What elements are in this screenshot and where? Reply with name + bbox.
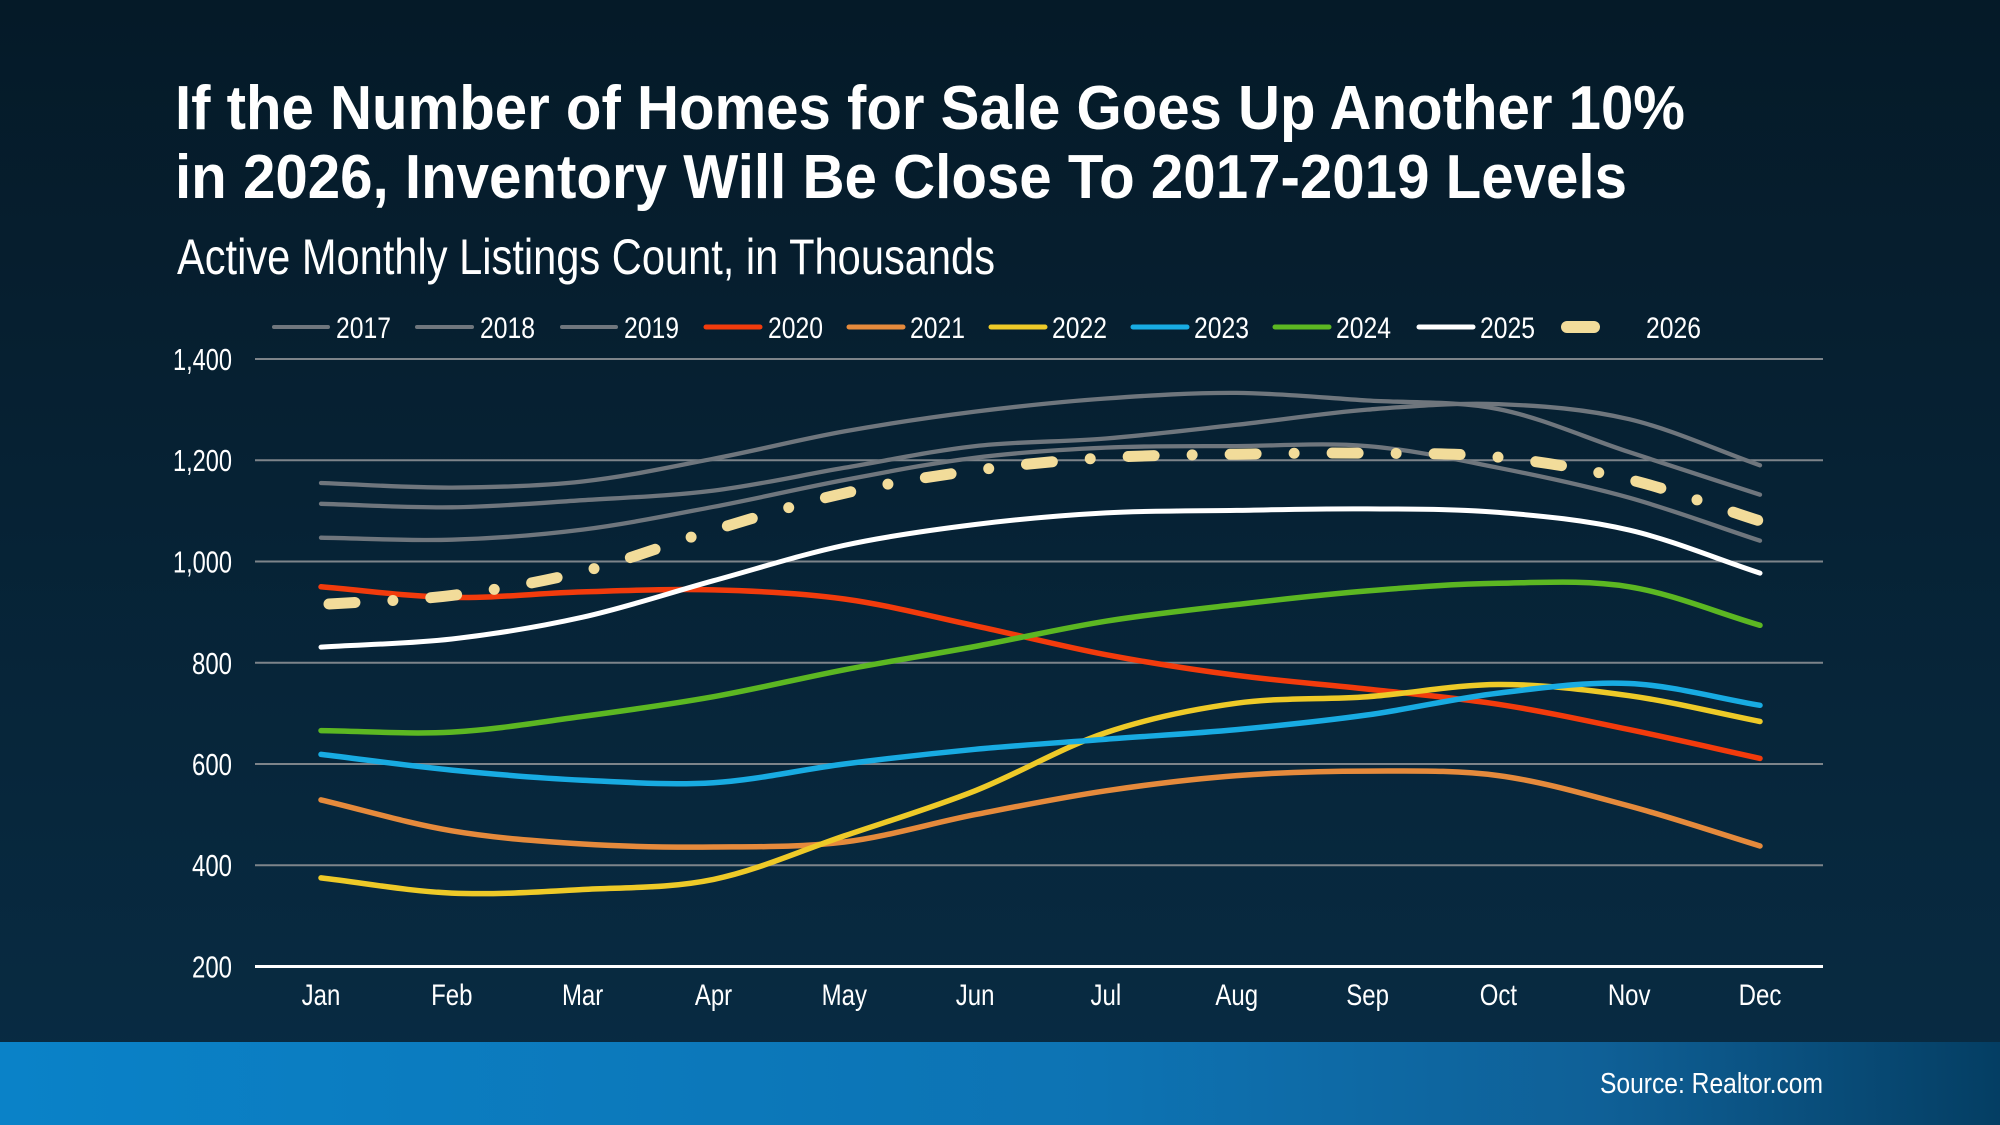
svg-text:Mar: Mar (562, 979, 603, 1012)
svg-text:2025: 2025 (1480, 312, 1535, 345)
svg-text:200: 200 (192, 950, 232, 985)
svg-text:Apr: Apr (695, 979, 732, 1012)
svg-text:Jul: Jul (1091, 979, 1122, 1012)
svg-text:If the Number of Homes for Sal: If the Number of Homes for Sale Goes Up … (175, 74, 1685, 143)
svg-text:2017: 2017 (336, 312, 391, 345)
svg-text:Dec: Dec (1739, 979, 1782, 1012)
svg-text:400: 400 (192, 848, 232, 883)
svg-text:1,000: 1,000 (173, 545, 232, 580)
svg-text:800: 800 (192, 646, 232, 681)
svg-text:Jun: Jun (956, 979, 995, 1012)
svg-text:Feb: Feb (431, 979, 472, 1012)
svg-text:1,200: 1,200 (173, 443, 232, 478)
svg-text:Aug: Aug (1215, 979, 1258, 1012)
svg-text:1,400: 1,400 (173, 342, 232, 377)
svg-text:May: May (822, 979, 867, 1012)
svg-text:Active Monthly Listings Count,: Active Monthly Listings Count, in Thousa… (177, 229, 995, 285)
svg-text:2023: 2023 (1194, 312, 1249, 345)
svg-text:2018: 2018 (480, 312, 535, 345)
svg-text:2024: 2024 (1336, 312, 1391, 345)
svg-text:2019: 2019 (624, 312, 679, 345)
svg-text:Sep: Sep (1346, 979, 1389, 1012)
svg-text:2022: 2022 (1052, 312, 1107, 345)
svg-text:2026: 2026 (1646, 312, 1701, 345)
svg-text:Jan: Jan (302, 979, 341, 1012)
svg-text:in 2026, Inventory Will Be Clo: in 2026, Inventory Will Be Close To 2017… (175, 143, 1627, 212)
svg-text:2020: 2020 (768, 312, 823, 345)
svg-text:600: 600 (192, 747, 232, 782)
svg-text:2021: 2021 (910, 312, 965, 345)
svg-text:Oct: Oct (1480, 979, 1518, 1012)
svg-text:Nov: Nov (1608, 979, 1651, 1012)
svg-text:Source: Realtor.com: Source: Realtor.com (1600, 1068, 1823, 1100)
